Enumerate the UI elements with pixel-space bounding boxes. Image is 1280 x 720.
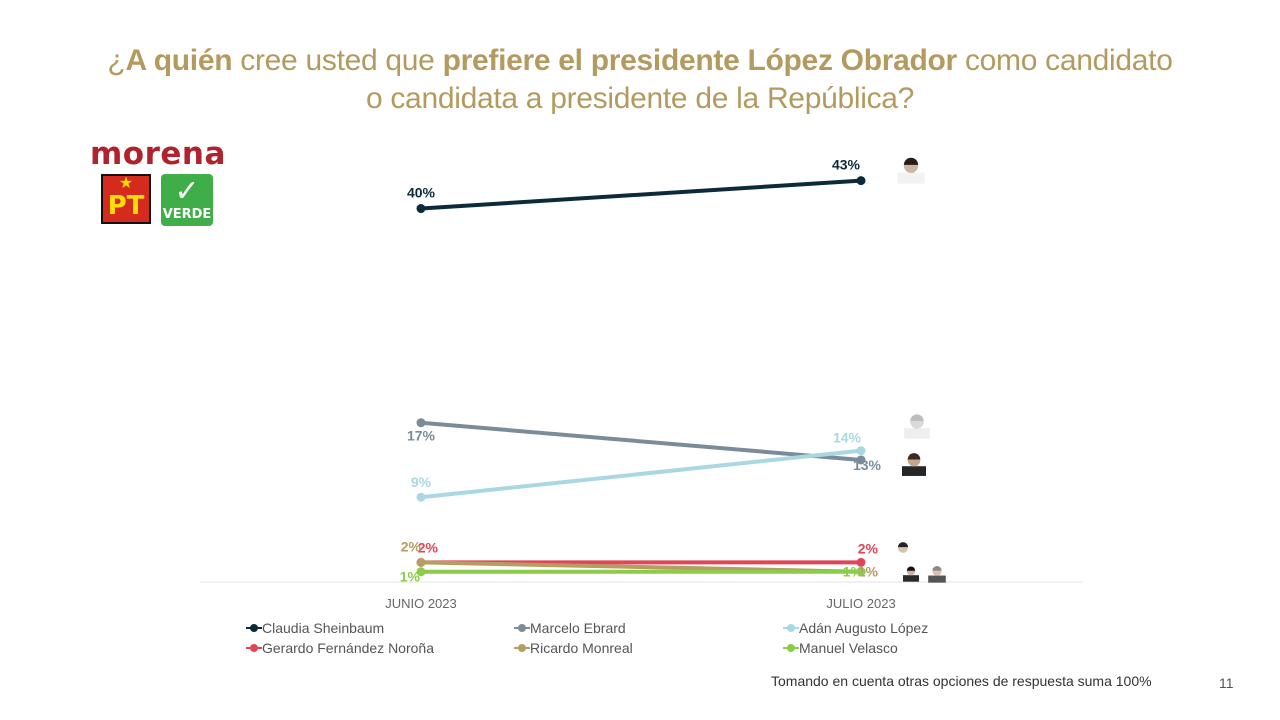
legend-marker-icon bbox=[783, 618, 799, 638]
data-label: 2% bbox=[418, 539, 439, 555]
data-label: 43% bbox=[832, 157, 861, 173]
chart-axes: JUNIO 2023 JULIO 2023 bbox=[200, 581, 1082, 611]
chart-data-labels: 40%43%17%13%9%14%2% 2%2%1%1% 1% bbox=[400, 157, 882, 585]
data-point bbox=[856, 455, 866, 465]
legend-marker-icon bbox=[246, 638, 262, 658]
title-mid-1: cree usted que bbox=[232, 44, 443, 77]
data-label: 17% bbox=[407, 428, 436, 444]
pt-logo-text: PT bbox=[107, 191, 145, 221]
candidate-photo-icon bbox=[901, 561, 921, 582]
data-label: 13% bbox=[853, 457, 882, 473]
data-point bbox=[856, 567, 866, 577]
footnote: Tomando en cuenta otras opciones de resp… bbox=[771, 673, 1152, 689]
legend-label: Marcelo Ebrard bbox=[530, 620, 626, 636]
legend-label: Adán Augusto López bbox=[799, 620, 929, 636]
title-q-open: ¿ bbox=[107, 44, 126, 77]
legend-item: Ricardo Monreal bbox=[514, 638, 633, 658]
data-label: 14% bbox=[833, 430, 862, 446]
party-logos: morena ★ PT ✓ VERDE bbox=[90, 138, 230, 230]
pt-logo: ★ PT bbox=[101, 174, 151, 224]
data-point bbox=[416, 418, 426, 428]
pt-star-icon: ★ bbox=[118, 175, 134, 192]
data-label: 1% bbox=[843, 564, 864, 580]
candidate-photo-icon bbox=[894, 149, 928, 184]
candidate-photo-icon bbox=[926, 560, 948, 583]
title-bold-1: A quién bbox=[125, 44, 233, 77]
page-number: 11 bbox=[1219, 675, 1234, 691]
data-label: 40% bbox=[407, 185, 436, 201]
legend-item: Claudia Sheinbaum bbox=[246, 618, 384, 638]
title-line-2: o candidata a presidente de la República… bbox=[365, 82, 915, 115]
title-line-1: ¿A quién cree usted que prefiere el pres… bbox=[0, 42, 1280, 80]
legend-marker-icon bbox=[514, 618, 530, 638]
legend-item: Manuel Velasco bbox=[783, 638, 898, 658]
legend-marker-icon bbox=[246, 618, 262, 638]
data-point bbox=[416, 492, 426, 502]
morena-logo: morena bbox=[90, 136, 226, 172]
title-mid-2: como candidato bbox=[956, 44, 1173, 77]
data-label: 9% bbox=[411, 474, 432, 490]
data-label: 1% bbox=[858, 564, 879, 580]
data-point bbox=[416, 557, 426, 567]
x-tick-label: JUNIO 2023 bbox=[385, 596, 457, 611]
x-tick-label: JULIO 2023 bbox=[826, 596, 895, 611]
series-line bbox=[419, 420, 863, 462]
candidate-photo-icon bbox=[891, 536, 915, 561]
data-point bbox=[856, 176, 866, 186]
data-point bbox=[856, 446, 866, 456]
chart-title: ¿A quién cree usted que prefiere el pres… bbox=[0, 42, 1280, 118]
legend-marker-icon bbox=[514, 638, 530, 658]
data-point bbox=[416, 204, 426, 214]
legend-marker-icon bbox=[783, 638, 799, 658]
title-bold-2: prefiere el presidente López Obrador bbox=[442, 44, 958, 77]
data-point bbox=[856, 557, 866, 567]
toucan-check-icon: ✓ bbox=[174, 175, 200, 208]
legend-label: Manuel Velasco bbox=[799, 640, 898, 656]
legend-label: Ricardo Monreal bbox=[530, 640, 633, 656]
legend-label: Claudia Sheinbaum bbox=[262, 620, 385, 636]
legend-item: Adán Augusto López bbox=[783, 618, 928, 638]
candidate-avatars bbox=[891, 149, 948, 583]
chart-lines bbox=[419, 178, 863, 574]
legend-label: Gerardo Fernández Noroña bbox=[262, 640, 434, 656]
candidate-photo-icon bbox=[901, 406, 933, 439]
data-label: 2% bbox=[401, 538, 422, 554]
candidate-photo-icon bbox=[899, 445, 929, 476]
data-label: 2% bbox=[858, 540, 879, 556]
series-line bbox=[419, 178, 863, 211]
series-line bbox=[419, 448, 863, 500]
verde-logo-text: VERDE bbox=[162, 207, 212, 222]
legend-item: Gerardo Fernández Noroña bbox=[246, 638, 434, 658]
data-point bbox=[416, 567, 426, 577]
legend-item: Marcelo Ebrard bbox=[514, 618, 626, 638]
chart-legend: Claudia Sheinbaum Marcelo Ebrard Adán Augu… bbox=[246, 618, 1006, 660]
chart-points bbox=[416, 176, 866, 577]
verde-logo: ✓ VERDE bbox=[161, 174, 213, 226]
data-label: 1% bbox=[400, 569, 421, 585]
